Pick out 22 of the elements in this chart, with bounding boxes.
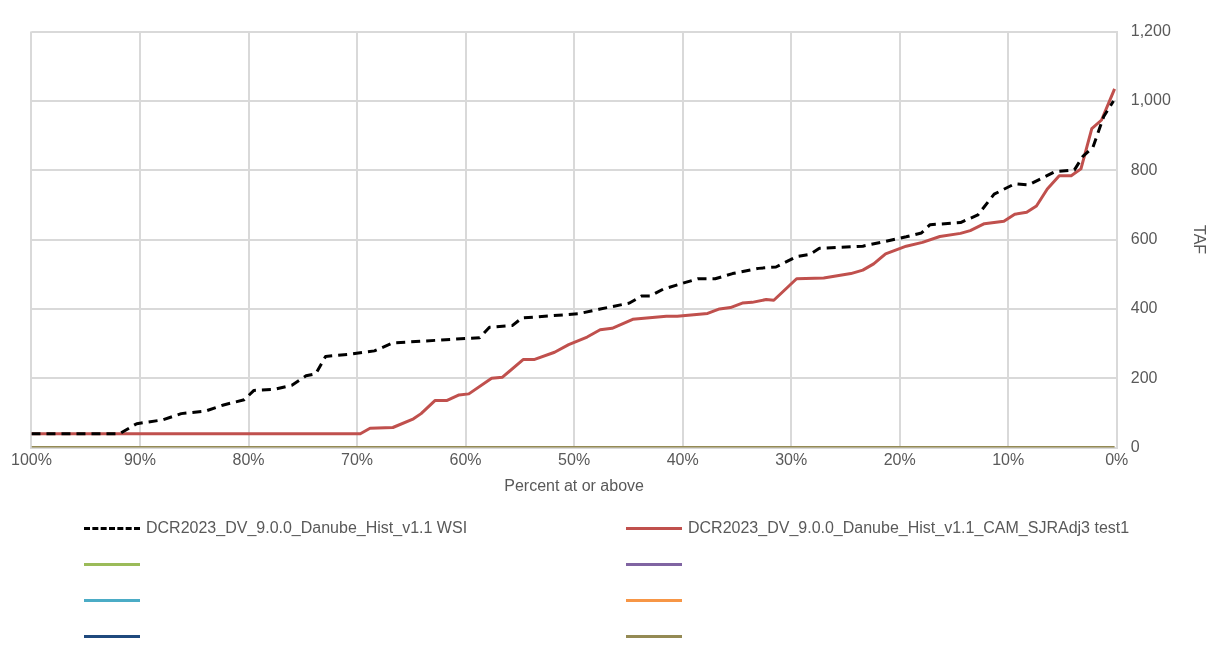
x-tick-label: 40% xyxy=(666,450,699,468)
x-tick-label: 90% xyxy=(123,450,157,468)
y-tick-label: 400 xyxy=(1130,299,1158,317)
x-tick-label: 20% xyxy=(883,450,916,468)
x-tick-label: 10% xyxy=(992,450,1025,468)
legend-label: DCR2023_DV_9.0.0_Danube_Hist_v1.1 WSI xyxy=(146,519,468,537)
y-tick-label: 1,000 xyxy=(1130,91,1171,109)
x-tick-label: 50% xyxy=(558,450,591,468)
y-tick-label: 0 xyxy=(1130,438,1140,456)
x-tick-label: 60% xyxy=(449,450,482,468)
y-tick-label: 200 xyxy=(1130,368,1158,386)
x-tick-label: 80% xyxy=(232,450,265,468)
x-tick-label: 100% xyxy=(11,450,52,468)
x-tick-label: 0% xyxy=(1105,450,1129,468)
y-tick-label: 600 xyxy=(1130,230,1158,248)
x-tick-label: 30% xyxy=(775,450,808,468)
legend-label: DCR2023_DV_9.0.0_Danube_Hist_v1.1_CAM_SJRAdj3 test1 xyxy=(688,519,1130,537)
x-axis-title: Percent at or above xyxy=(504,476,645,494)
x-tick-label: 70% xyxy=(341,450,374,468)
y-tick-label: 800 xyxy=(1130,160,1158,178)
y-tick-label: 1,200 xyxy=(1130,22,1171,40)
y-axis-title: TAF xyxy=(1190,225,1208,255)
